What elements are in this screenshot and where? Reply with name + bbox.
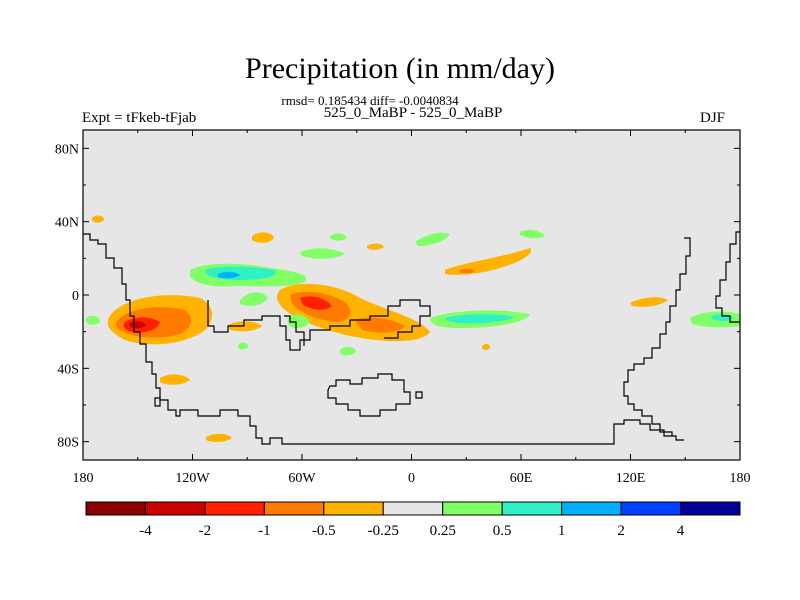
colorbar-label: -2 [199,523,212,539]
pos-anomaly-region [445,314,515,324]
pos-anomaly-region [415,232,450,246]
lon-tick-label: 120W [175,471,210,486]
pos-anomaly-region [520,229,545,239]
lon-tick-label: 60W [288,471,316,486]
colorbar-label: -0.5 [312,523,336,539]
lon-tick-label: 180 [73,471,94,486]
pos-anomaly-region [340,346,356,356]
neg-anomaly-region [355,317,405,333]
colorbar-label: 0.25 [430,523,456,539]
neg-anomaly-region [160,374,190,385]
coastline [83,233,684,445]
lat-tick-label: 40N [55,216,79,231]
lon-tick-label: 0 [408,471,415,486]
coastline [715,231,740,323]
colorbar-swatch [144,501,206,516]
experiment-label: Expt = tFkeb-tFjab [82,110,197,126]
pos-anomaly-region [288,314,310,329]
colorbar-swatch [561,501,622,516]
neg-anomaly-region [630,297,668,307]
coastline [415,391,423,399]
pos-anomaly-region [300,248,345,259]
colorbar-swatch [382,501,444,516]
neg-anomaly-region [445,248,531,275]
coastlines [83,231,740,445]
coastline [284,315,305,346]
colorbar-swatch [620,501,682,516]
neg-anomaly-region [482,343,490,350]
lon-tick-label: 180 [730,471,751,486]
neg-anomaly-region [252,232,274,243]
colorbar-swatch [204,501,265,516]
colorbar-label: 4 [677,523,685,539]
stats-line: rmsd= 0.185434 diff= -0.0040834 [281,93,459,108]
lat-axis: 80N 40N 0 40S 80S [55,142,740,451]
colorbar-swatch [323,501,384,516]
colorbar: -4 -2 -1 -0.5 -0.25 0.25 0.5 1 2 4 [85,501,741,539]
colorbar-swatch [263,501,325,516]
coastline [207,299,431,351]
pos-anomaly-region [330,233,347,241]
pos-anomaly-region [218,271,240,279]
pos-anomaly-region [86,315,100,325]
neg-anomaly-region [228,321,262,332]
colorbar-label: 1 [558,523,566,539]
lat-tick-label: 80S [57,436,79,451]
map-frame [82,129,741,461]
pos-anomaly-region [238,342,248,350]
neg-anomaly-region [460,268,475,274]
coastline [154,397,161,407]
colorbar-label: 2 [617,523,625,539]
lon-axis: 180 120W 60W 0 60E 120E 180 [73,130,751,486]
plot-title: Precipitation (in mm/day) [245,52,555,85]
neg-anomaly-region [300,296,332,310]
season-label: DJF [700,110,726,126]
neg-anomaly-region [367,243,384,250]
colorbar-swatch [85,501,146,516]
colorbar-label: -1 [258,523,271,539]
coastline [623,237,691,436]
pos-anomaly-region [240,292,268,306]
colorbar-swatch [680,501,741,516]
comparison-label: 525_0_MaBP - 525_0_MaBP [323,105,503,121]
lon-tick-label: 60E [510,471,533,486]
colorbar-label: -0.25 [368,523,399,539]
lon-tick-label: 120E [616,471,646,486]
colorbar-label: -4 [139,523,152,539]
lat-tick-label: 0 [72,289,79,304]
lat-tick-label: 40S [57,362,79,377]
neg-anomaly-region [206,433,232,443]
colorbar-swatch [501,501,563,516]
lat-tick-label: 80N [55,142,79,157]
neg-anomaly-region [92,215,104,223]
colorbar-label: 0.5 [493,523,512,539]
coastline [327,373,411,417]
colorbar-swatch [442,501,503,516]
map-background [83,130,740,460]
